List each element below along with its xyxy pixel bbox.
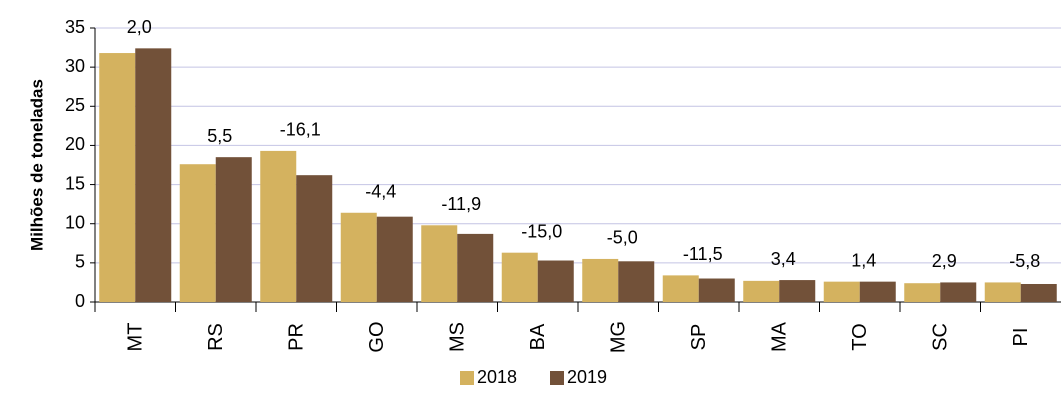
bar xyxy=(823,281,860,302)
bar xyxy=(457,233,494,302)
annotation: -4,4 xyxy=(365,182,396,202)
bar xyxy=(582,258,619,302)
x-tick-label: BA xyxy=(527,323,549,350)
x-tick-label: PR xyxy=(286,323,308,351)
legend-swatch xyxy=(460,371,474,385)
bar xyxy=(340,212,377,302)
x-tick-label: PI xyxy=(1010,328,1032,347)
bar xyxy=(698,278,735,302)
legend-swatch xyxy=(550,371,564,385)
bar xyxy=(421,225,458,302)
bar xyxy=(260,150,297,302)
x-tick-label: GO xyxy=(366,321,388,352)
annotation: -5,0 xyxy=(607,228,638,248)
annotation: 2,9 xyxy=(932,251,957,271)
annotation: 3,4 xyxy=(771,249,796,269)
bar xyxy=(296,175,333,302)
y-tick-label: 35 xyxy=(65,17,85,37)
bar xyxy=(537,260,574,302)
x-tick-label: MT xyxy=(125,323,147,352)
bar xyxy=(743,280,780,302)
bar xyxy=(99,53,136,303)
bar xyxy=(940,282,977,302)
x-tick-label: RS xyxy=(205,323,227,351)
bar xyxy=(904,283,941,302)
bar xyxy=(859,281,896,302)
legend-label: 2019 xyxy=(567,367,607,387)
bar xyxy=(135,48,172,303)
x-tick-label: MA xyxy=(769,321,791,352)
y-axis-label: Milhões de toneladas xyxy=(27,79,46,251)
annotation: -15,0 xyxy=(521,221,562,241)
bar xyxy=(779,280,816,302)
x-tick-label: SP xyxy=(688,324,710,351)
y-tick-label: 15 xyxy=(65,173,85,193)
bar xyxy=(376,216,413,302)
legend-label: 2018 xyxy=(477,367,517,387)
annotation: -11,9 xyxy=(441,194,481,214)
x-tick-label: MG xyxy=(608,321,630,353)
annotation: 1,4 xyxy=(851,250,876,270)
y-tick-label: 5 xyxy=(75,252,85,272)
x-tick-label: SC xyxy=(930,323,952,351)
y-tick-label: 30 xyxy=(65,56,85,76)
bar xyxy=(984,282,1021,302)
y-tick-label: 20 xyxy=(65,134,85,154)
bar xyxy=(501,252,538,302)
bar xyxy=(215,157,252,302)
annotation: -11,5 xyxy=(683,244,723,264)
bar xyxy=(618,261,655,302)
y-tick-label: 25 xyxy=(65,95,85,115)
annotation: 5,5 xyxy=(207,126,232,146)
bar xyxy=(1020,283,1057,302)
x-tick-label: TO xyxy=(849,323,871,350)
y-tick-label: 0 xyxy=(75,291,85,311)
bar xyxy=(662,275,699,302)
annotation: -16,1 xyxy=(280,120,321,140)
y-tick-label: 10 xyxy=(65,212,85,232)
bar xyxy=(179,164,216,302)
x-tick-label: MS xyxy=(447,322,469,352)
annotation: 2,0 xyxy=(127,17,152,37)
annotation: -5,8 xyxy=(1009,251,1040,271)
